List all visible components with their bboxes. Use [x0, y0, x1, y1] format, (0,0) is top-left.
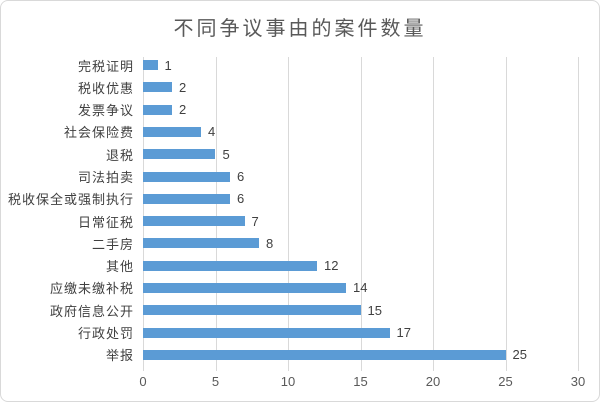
bar-row: 5 [143, 143, 578, 165]
bar [143, 305, 361, 316]
bar-value-label: 15 [367, 302, 382, 318]
bar-value-label: 17 [396, 325, 411, 341]
bar-value-label: 1 [164, 57, 172, 73]
category-label: 行政处罚 [77, 326, 134, 342]
bar [143, 149, 216, 160]
bar [143, 260, 317, 271]
category-label: 税收优惠 [77, 80, 134, 96]
x-tick-label: 15 [353, 374, 368, 389]
bar [143, 238, 259, 249]
category-label: 应缴未缴补税 [49, 281, 134, 297]
gridline [433, 57, 434, 371]
bar-row: 7 [143, 210, 578, 232]
category-label: 二手房 [91, 236, 134, 252]
bar-value-label: 6 [237, 169, 245, 185]
bar [143, 104, 172, 115]
bar-row: 6 [143, 165, 578, 187]
category-label: 退税 [105, 147, 134, 163]
bar-row: 6 [143, 188, 578, 210]
category-label: 发票争议 [77, 103, 134, 119]
x-tick-label: 20 [425, 374, 441, 389]
bar [143, 193, 230, 204]
gridline [505, 57, 507, 371]
bar-row: 8 [143, 232, 578, 254]
x-tick-label: 5 [211, 374, 220, 389]
gridline [215, 57, 217, 371]
x-tick-label: 10 [280, 374, 296, 389]
bar-value-label: 7 [251, 213, 259, 229]
gridline [143, 57, 144, 371]
bar-value-label: 8 [266, 235, 274, 251]
x-tick-label: 30 [570, 374, 586, 389]
bar-value-label: 14 [353, 280, 368, 296]
bar-value-label: 4 [208, 124, 216, 140]
gridline [288, 57, 289, 371]
bar [143, 60, 158, 71]
category-label: 日常征税 [77, 214, 134, 230]
bar [143, 327, 390, 338]
bar-value-label: 6 [237, 191, 245, 207]
gridline [360, 57, 362, 371]
chart-title: 不同争议事由的案件数量 [173, 18, 427, 40]
bar-row: 2 [143, 76, 578, 98]
category-label: 完税证明 [77, 58, 134, 74]
category-label: 举报 [105, 348, 134, 364]
bar-value-label: 5 [222, 146, 230, 162]
gridlines [143, 57, 579, 371]
x-tick-label: 0 [139, 374, 147, 389]
bar-row: 1 [143, 54, 578, 76]
category-label: 税收保全或强制执行 [7, 192, 134, 208]
bar [143, 171, 230, 182]
x-axis: 0 5 10 15 20 25 30 [1, 374, 599, 392]
bar-row: 4 [143, 121, 578, 143]
category-label: 政府信息公开 [49, 303, 134, 319]
bar-value-label: 2 [179, 79, 187, 95]
bar-row: 12 [143, 255, 578, 277]
bar [143, 349, 506, 360]
bar-value-label: 12 [324, 258, 339, 274]
category-axis: 完税证明税收优惠发票争议社会保险费退税司法拍卖税收保全或强制执行日常征税二手房其… [1, 54, 139, 366]
bar [143, 82, 172, 93]
bar [143, 216, 245, 227]
bar-value-label: 25 [512, 347, 527, 363]
gridline [578, 57, 579, 371]
bar-row: 15 [143, 299, 578, 321]
bar-row: 2 [143, 99, 578, 121]
category-label: 其他 [105, 259, 134, 275]
bar [143, 126, 201, 137]
plot-area: 1 2 2 4 5 6 6 7 8 12 14 15 17 25 [143, 54, 578, 366]
bar-row: 25 [143, 344, 578, 366]
category-label: 司法拍卖 [77, 170, 134, 186]
bar-row: 17 [143, 321, 578, 343]
category-label: 社会保险费 [63, 125, 134, 141]
bar-row: 14 [143, 277, 578, 299]
bar [143, 282, 346, 293]
bar-value-label: 2 [179, 102, 187, 118]
x-tick-label: 25 [498, 374, 513, 389]
